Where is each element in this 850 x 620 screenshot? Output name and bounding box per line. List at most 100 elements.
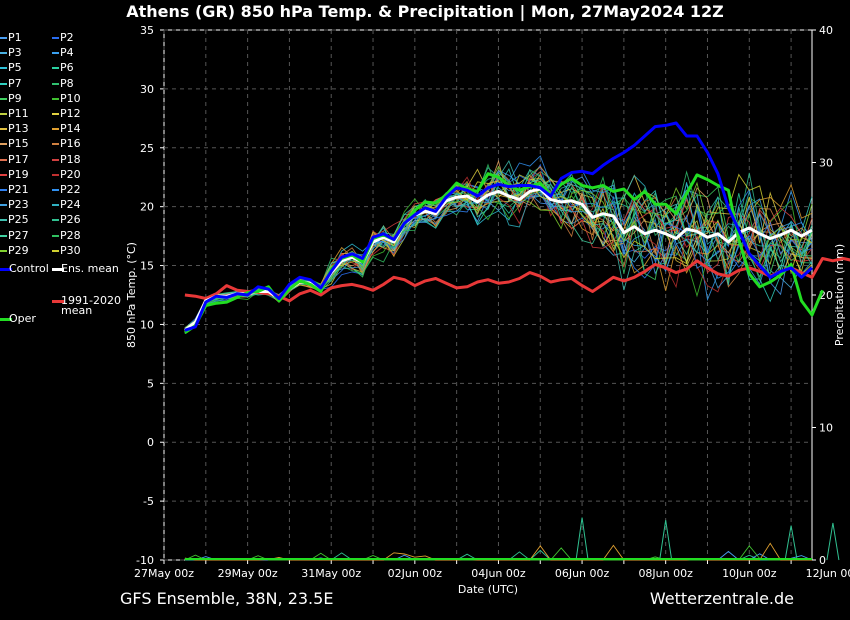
legend-label: Ens. mean [61, 262, 119, 276]
legend-label: P19 [8, 167, 29, 181]
legend-label: P3 [8, 46, 22, 60]
legend-swatch [52, 234, 59, 237]
legend-label: P2 [60, 31, 74, 44]
legend-swatch [52, 299, 64, 303]
y-tick-label: 15 [140, 260, 154, 273]
legend-swatch [52, 158, 59, 161]
legend-swatch [52, 249, 59, 252]
legend-swatch [52, 97, 59, 100]
legend-swatch [52, 173, 59, 176]
legend-swatch [52, 37, 59, 39]
legend-label: P18 [60, 152, 81, 166]
legend-label: Control [9, 262, 49, 276]
legend-label: P23 [8, 198, 29, 212]
legend-label: P11 [8, 107, 29, 120]
legend-swatch [0, 67, 7, 70]
legend-swatch [0, 97, 7, 100]
legend-label: P22 [60, 183, 81, 196]
source-credit: Wetterzentrale.de [649, 589, 794, 608]
legend-swatch [0, 158, 7, 161]
legend-swatch [52, 189, 59, 191]
precipitation-peak [659, 520, 673, 561]
legend-swatch [0, 249, 7, 252]
legend-swatch [52, 128, 59, 131]
legend-label: P13 [8, 122, 29, 136]
legend-label: P10 [60, 91, 81, 105]
legend-label: P26 [60, 213, 81, 227]
legend-swatch [0, 52, 7, 55]
precipitation-peak [575, 517, 589, 561]
legend-label: P4 [60, 46, 74, 60]
legend-label: P12 [60, 107, 81, 120]
legend-label: P14 [60, 122, 81, 136]
y-axis-label: 850 hPa Temp. (°C) [125, 242, 138, 348]
y-tick-label: -10 [136, 554, 154, 567]
legend-swatch [52, 268, 64, 272]
x-tick-label: 10Jun 00z [722, 567, 777, 580]
legend-label: P1 [8, 31, 22, 44]
legend-swatch [0, 82, 7, 85]
legend-label: Oper [9, 312, 36, 326]
y-tick-label: 25 [140, 142, 154, 155]
series-line-oper [184, 172, 824, 334]
y2-tick-label: 0 [819, 554, 826, 567]
y-tick-label: 0 [147, 436, 154, 449]
legend-label: P7 [8, 76, 22, 90]
legend-label: P15 [8, 137, 29, 151]
legend-swatch [52, 113, 59, 115]
y-tick-label: 30 [140, 83, 154, 96]
legend: P1 P2 P3 P4 P5 P6 P7 P8 P9 P10 P11 P12 P13 P14 P15 P16 P… [0, 30, 135, 330]
model-info: GFS Ensemble, 38N, 23.5E [120, 589, 334, 608]
chart-title: Athens (GR) 850 hPa Temp. & Precipitatio… [126, 2, 724, 21]
legend-label: P5 [8, 61, 22, 75]
y-tick-label: 35 [140, 24, 154, 37]
series-line-control [184, 121, 814, 332]
legend-label: P16 [60, 137, 81, 151]
legend-label: P9 [8, 91, 22, 105]
legend-swatch [0, 143, 7, 146]
legend-swatch [52, 52, 59, 55]
legend-swatch [0, 204, 7, 207]
y2-tick-label: 30 [819, 157, 833, 170]
y-tick-label: -5 [143, 495, 154, 508]
x-tick-label: 29May 00z [218, 567, 278, 580]
legend-label: P28 [60, 228, 81, 242]
y2-tick-label: 40 [819, 24, 833, 37]
legend-swatch [0, 37, 7, 39]
legend-label: P8 [60, 76, 74, 90]
legend-label: P6 [60, 61, 74, 75]
y2-axis-label: Precipitation (mm) [833, 244, 846, 346]
legend-swatch [0, 219, 7, 222]
legend-swatch [52, 82, 59, 85]
y2-tick-label: 10 [819, 422, 833, 435]
y-tick-label: 20 [140, 201, 154, 214]
x-axis-label: Date (UTC) [458, 583, 518, 596]
legend-swatch [52, 204, 59, 207]
legend-swatch [0, 113, 7, 115]
x-tick-label: 31May 00z [301, 567, 361, 580]
legend-swatch [0, 128, 7, 131]
x-tick-label: 12Jun 00z [806, 567, 850, 580]
legend-label: P17 [8, 152, 29, 166]
legend-label: P20 [60, 167, 81, 181]
precipitation-peak [826, 522, 840, 561]
legend-label: P30 [60, 243, 81, 257]
legend-label: P29 [8, 243, 29, 257]
legend-swatch [52, 143, 59, 146]
legend-swatch [0, 173, 7, 176]
x-tick-label: 04Jun 00z [471, 567, 526, 580]
legend-swatch [0, 268, 12, 272]
x-tick-label: 27May 00z [134, 567, 194, 580]
y-tick-label: 5 [147, 377, 154, 390]
precipitation-peak [784, 525, 798, 561]
legend-swatch [52, 219, 59, 222]
y-tick-label: 10 [140, 318, 154, 331]
legend-label: P27 [8, 228, 29, 242]
x-tick-label: 06Jun 00z [555, 567, 610, 580]
legend-swatch [0, 234, 7, 237]
x-tick-label: 02Jun 00z [388, 567, 443, 580]
legend-swatch [52, 67, 59, 70]
legend-label: 1991-2020 mean [61, 293, 121, 317]
x-tick-label: 08Jun 00z [638, 567, 693, 580]
